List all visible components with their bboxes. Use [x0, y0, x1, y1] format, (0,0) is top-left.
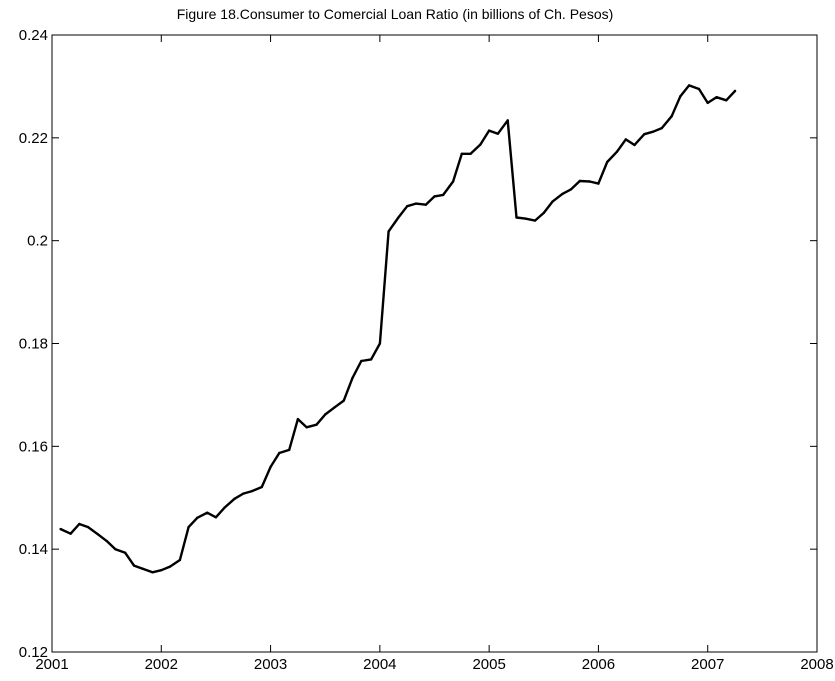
data-point — [660, 126, 663, 130]
data-point — [496, 132, 500, 135]
chart-title: Figure 18.Consumer to Comercial Loan Rat… — [177, 6, 614, 22]
data-point — [369, 358, 373, 361]
data-point — [124, 551, 127, 554]
data-point — [670, 115, 673, 118]
data-point — [561, 192, 564, 196]
y-tick-label: 0.16 — [19, 438, 48, 455]
data-point — [588, 180, 591, 183]
y-tick-label: 0.18 — [19, 336, 48, 353]
data-point — [78, 522, 81, 526]
data-point — [479, 143, 482, 146]
data-point — [406, 205, 409, 208]
data-point — [569, 188, 573, 191]
data-point — [643, 133, 646, 136]
data-point — [206, 511, 209, 514]
data-point — [515, 216, 518, 219]
data-point — [606, 160, 609, 164]
y-tick-label: 0.14 — [19, 541, 48, 558]
axis-tick-labels: 2001 2002 2003 2004 2005 2006 2007 2008 0.12 0.14… — [19, 27, 834, 673]
data-point — [288, 448, 291, 452]
data-point — [305, 426, 308, 429]
data-point — [597, 182, 600, 185]
data-point — [96, 533, 100, 536]
data-point — [223, 506, 226, 509]
plot-area-frame — [51, 34, 818, 653]
x-tick-label: 2007 — [691, 656, 724, 673]
data-point — [469, 152, 472, 155]
data-point — [86, 525, 90, 529]
x-tick-label: 2003 — [254, 656, 287, 673]
data-point — [269, 465, 272, 469]
series-layer — [59, 84, 737, 574]
data-point — [725, 99, 728, 102]
data-point — [132, 564, 136, 567]
data-point — [242, 492, 245, 495]
data-point — [697, 87, 701, 91]
data-point — [342, 399, 345, 402]
data-point — [233, 497, 236, 500]
data-point — [687, 84, 691, 87]
data-point — [651, 130, 655, 133]
data-point — [578, 179, 581, 183]
y-tick-label: 0.2 — [27, 233, 48, 250]
data-point — [141, 567, 144, 570]
data-point — [615, 150, 619, 153]
data-point — [442, 193, 445, 197]
data-point — [715, 96, 718, 99]
data-point — [414, 202, 418, 205]
data-point — [733, 89, 737, 93]
series-line — [59, 84, 737, 574]
data-point — [324, 413, 327, 416]
data-point — [378, 342, 382, 345]
data-point — [506, 119, 509, 122]
data-point — [542, 211, 545, 215]
data-point — [151, 571, 154, 574]
data-point — [187, 525, 190, 529]
data-point — [332, 406, 336, 409]
data-point — [487, 129, 491, 132]
y-tick-label: 0.24 — [19, 27, 48, 44]
data-point — [160, 569, 163, 572]
data-point — [624, 138, 627, 141]
data-point — [178, 558, 182, 562]
x-tick-label: 2006 — [582, 656, 615, 673]
data-point — [105, 539, 108, 543]
data-point — [250, 489, 254, 493]
data-point — [533, 219, 537, 222]
x-tick-label: 2002 — [145, 656, 178, 673]
data-point — [397, 216, 400, 219]
data-point — [360, 359, 363, 363]
data-point — [633, 143, 636, 147]
data-point — [706, 101, 709, 105]
data-point — [114, 548, 117, 551]
data-point — [524, 217, 527, 220]
data-point — [59, 527, 62, 531]
y-tick-label: 0.12 — [19, 644, 48, 661]
data-point — [351, 376, 354, 380]
data-point — [551, 200, 554, 203]
data-point — [387, 230, 390, 233]
y-tick-label: 0.22 — [19, 130, 48, 147]
x-tick-label: 2005 — [472, 656, 505, 673]
data-point — [214, 516, 218, 519]
axis-ticks — [51, 34, 818, 653]
data-point — [315, 423, 318, 426]
data-point — [460, 152, 463, 155]
data-point — [260, 485, 263, 489]
data-point — [679, 95, 682, 98]
data-point — [451, 180, 455, 183]
data-point — [69, 532, 72, 535]
x-tick-label: 2001 — [35, 656, 68, 673]
data-point — [196, 516, 199, 519]
x-tick-label: 2004 — [363, 656, 396, 673]
data-point — [168, 565, 172, 568]
data-point — [296, 417, 300, 421]
x-tick-label: 2008 — [800, 656, 833, 673]
data-point — [424, 203, 427, 206]
data-point — [278, 451, 281, 455]
data-point — [433, 195, 436, 198]
